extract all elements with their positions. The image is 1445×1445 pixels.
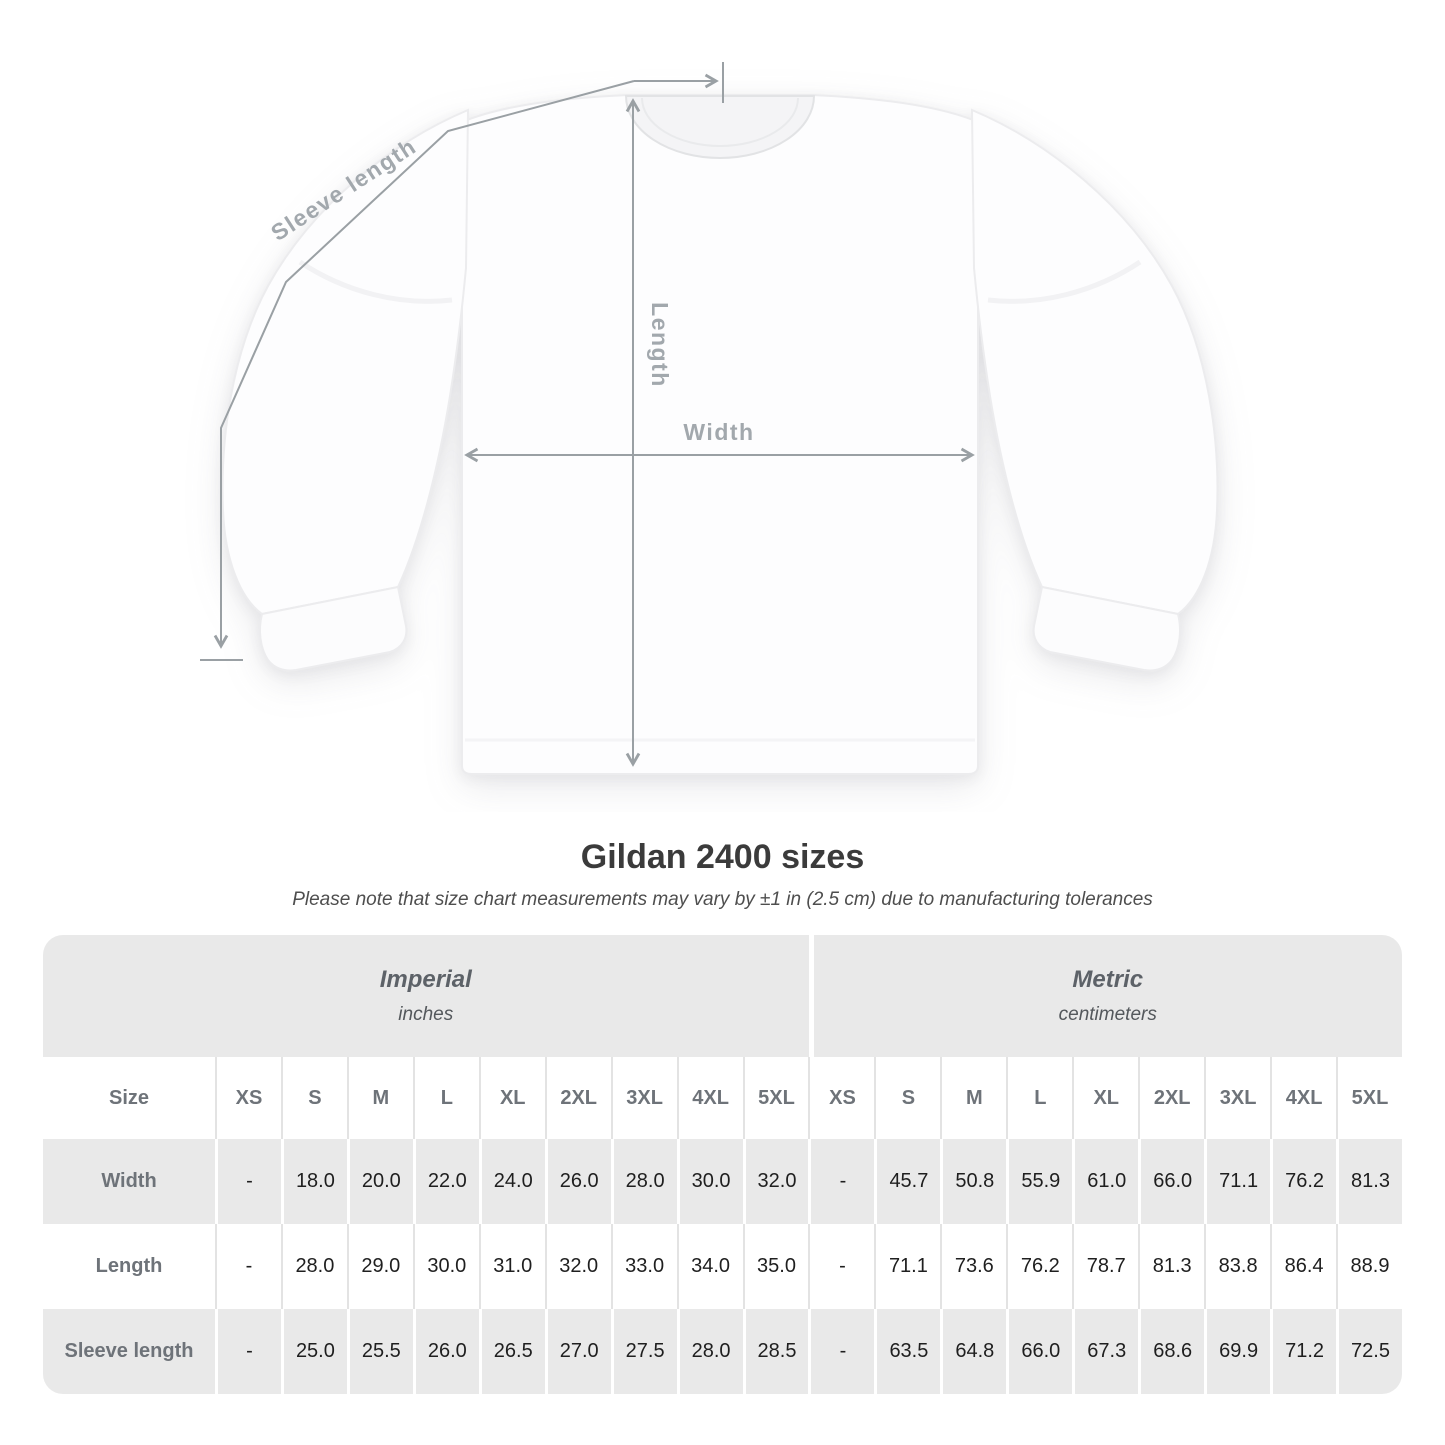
row-label: Sleeve length [43,1309,215,1394]
sleeve-length-arrow [200,62,724,661]
value-cell: - [215,1224,281,1309]
shirt-diagram-svg: Sleeve length Length Width [200,62,1445,775]
value-cell: 55.9 [1006,1139,1073,1224]
size-col-header: L [1006,1057,1072,1139]
size-col-header: 5XL [742,1057,809,1139]
size-col-header: 5XL [1336,1057,1402,1139]
size-col-header: 3XL [1204,1057,1270,1139]
length-label: Length [647,302,673,388]
value-cell: 76.2 [1006,1224,1073,1309]
section-header-metric: Metric centimeters [808,935,1402,1057]
size-col-header: 2XL [1138,1057,1204,1139]
value-cell: 50.8 [940,1139,1007,1224]
size-col-header: 4XL [676,1057,743,1139]
value-cell: 28.5 [742,1309,809,1394]
size-col-header: XS [215,1057,281,1139]
size-col-header: 4XL [1270,1057,1336,1139]
size-col-header: 3XL [610,1057,677,1139]
size-col-header: L [412,1057,479,1139]
section-unit: inches [398,1004,454,1025]
value-cell: 28.0 [610,1139,677,1224]
size-chart-title: Gildan 2400 sizes [580,838,865,876]
table-row-width: Width - 18.0 20.0 22.0 24.0 26.0 28.0 30… [43,1139,1402,1224]
value-cell: 27.5 [610,1309,677,1394]
value-cell: 29.0 [346,1224,413,1309]
value-cell: 45.7 [874,1139,941,1224]
value-cell: 32.0 [544,1224,611,1309]
value-cell: 31.0 [478,1224,545,1309]
size-col-header: M [346,1057,413,1139]
size-col-header: XL [478,1057,545,1139]
value-cell: 30.0 [676,1139,743,1224]
value-cell: 88.9 [1336,1224,1402,1309]
value-cell: 64.8 [940,1309,1007,1394]
value-cell: 30.0 [412,1224,479,1309]
size-table: Imperial inches Metric centimeters Size … [43,935,1402,1394]
shirt-measurement-diagram: Sleeve length Length Width [200,62,1445,775]
value-cell: 33.0 [610,1224,677,1309]
size-col-header: S [280,1057,347,1139]
value-cell: 26.0 [412,1309,479,1394]
value-cell: 26.0 [544,1139,611,1224]
value-cell: 73.6 [940,1224,1007,1309]
value-cell: 76.2 [1270,1139,1337,1224]
value-cell: 24.0 [478,1139,545,1224]
value-cell: 69.9 [1204,1309,1271,1394]
size-header-label: Size [108,1086,150,1109]
size-col-header: XL [1072,1057,1138,1139]
value-cell: - [808,1139,875,1224]
row-label: Width [43,1139,215,1224]
value-cell: 81.3 [1336,1139,1402,1224]
value-cell: 81.3 [1138,1224,1205,1309]
table-row-length: Length - 28.0 29.0 30.0 31.0 32.0 33.0 3… [43,1224,1402,1309]
value-cell: 35.0 [742,1224,809,1309]
value-cell: 20.0 [346,1139,413,1224]
unit-header-row: Imperial inches Metric centimeters [43,935,1402,1057]
value-cell: 66.0 [1138,1139,1205,1224]
value-cell: 28.0 [676,1309,743,1394]
value-cell: 32.0 [742,1139,809,1224]
section-name: Imperial [379,966,472,993]
value-cell: 68.6 [1138,1309,1205,1394]
value-cell: - [215,1309,281,1394]
value-cell: - [215,1139,281,1224]
size-header-row: Size XS S M L XL 2XL 3XL 4XL 5XL XS S M … [43,1057,1402,1139]
table-row-sleeve-length: Sleeve length - 25.0 25.5 26.0 26.5 27.0… [43,1309,1402,1394]
section-unit: centimeters [1058,1004,1157,1025]
value-cell: 71.1 [874,1224,941,1309]
size-col-header: M [940,1057,1006,1139]
value-cell: 18.0 [280,1139,347,1224]
value-cell: 71.1 [1204,1139,1271,1224]
value-cell: 22.0 [412,1139,479,1224]
long-sleeve-shirt-graphic [223,94,1218,775]
value-cell: 83.8 [1204,1224,1271,1309]
value-cell: 66.0 [1006,1309,1073,1394]
tolerance-note: Please note that size chart measurements… [292,889,1153,910]
value-cell: 78.7 [1072,1224,1139,1309]
size-col-header: XS [808,1057,874,1139]
value-cell: 72.5 [1336,1309,1402,1394]
value-cell: 26.5 [478,1309,545,1394]
value-cell: 63.5 [874,1309,941,1394]
value-cell: 67.3 [1072,1309,1139,1394]
value-cell: - [808,1309,875,1394]
width-label: Width [683,419,754,445]
size-col-header: 2XL [544,1057,611,1139]
section-name: Metric [1072,966,1144,993]
value-cell: 71.2 [1270,1309,1337,1394]
value-cell: 25.0 [280,1309,347,1394]
row-label: Length [43,1224,215,1309]
value-cell: 27.0 [544,1309,611,1394]
value-cell: 61.0 [1072,1139,1139,1224]
value-cell: 28.0 [280,1224,347,1309]
size-col-header: S [874,1057,940,1139]
value-cell: 25.5 [346,1309,413,1394]
value-cell: - [808,1224,875,1309]
section-header-imperial: Imperial inches [43,935,809,1057]
value-cell: 86.4 [1270,1224,1337,1309]
value-cell: 34.0 [676,1224,743,1309]
